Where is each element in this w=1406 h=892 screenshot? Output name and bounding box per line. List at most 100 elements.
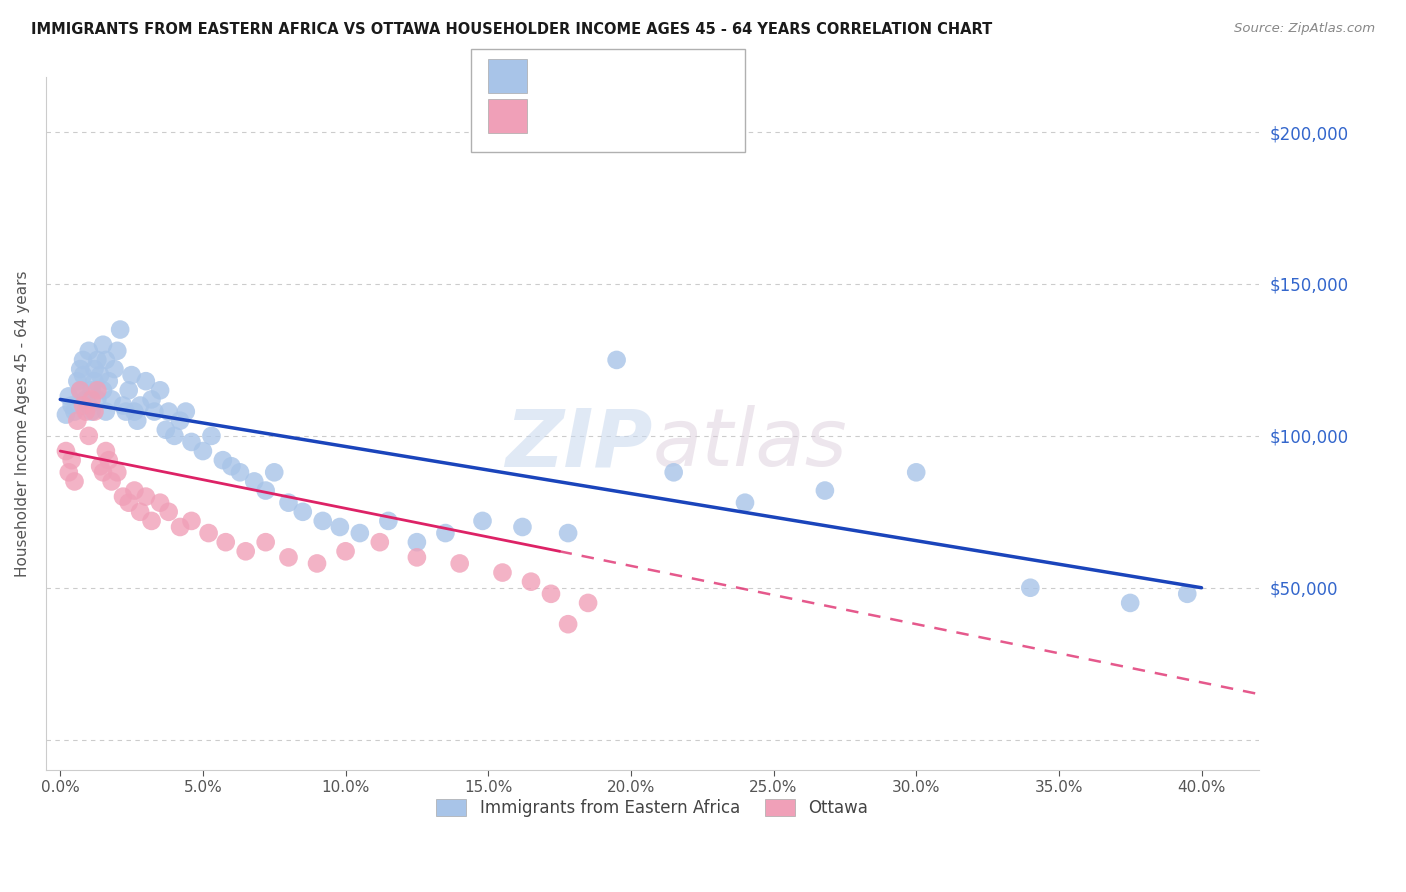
Point (111, 490, 134, 504)
Point (83, 362, 105, 376)
Point (91, 337, 114, 351)
Point (69, 384, 91, 398)
Point (75, 404, 97, 418)
Point (63, 475, 86, 489)
Point (215, 535, 238, 549)
Point (434, 526, 457, 541)
Point (83, 374, 105, 388)
Point (312, 514, 335, 528)
Point (111, 399, 134, 413)
Point (97, 453, 120, 467)
Text: -0.253: -0.253 (585, 107, 650, 125)
Point (105, 343, 128, 358)
Point (141, 514, 163, 528)
Point (129, 399, 152, 413)
Point (94, 353, 117, 368)
Point (406, 550, 429, 565)
Point (103, 362, 125, 376)
Point (60, 453, 83, 467)
Point (377, 514, 399, 528)
Point (77, 429, 100, 443)
Point (734, 496, 756, 510)
Point (63, 404, 86, 418)
Point (235, 544, 257, 558)
Point (576, 596, 599, 610)
Point (180, 434, 202, 449)
Point (86, 353, 108, 368)
Point (368, 535, 391, 549)
Point (557, 617, 579, 632)
Point (80, 404, 103, 418)
Point (471, 514, 494, 528)
Point (100, 475, 122, 489)
Point (180, 514, 202, 528)
Point (60, 399, 83, 413)
Point (55, 444, 77, 458)
Point (491, 566, 513, 580)
Text: -0.394: -0.394 (585, 67, 650, 85)
Point (149, 384, 172, 398)
Point (155, 423, 177, 437)
Point (174, 404, 197, 418)
Text: IMMIGRANTS FROM EASTERN AFRICA VS OTTAWA HOUSEHOLDER INCOME AGES 45 - 64 YEARS C: IMMIGRANTS FROM EASTERN AFRICA VS OTTAWA… (31, 22, 993, 37)
Point (169, 414, 191, 428)
Point (163, 429, 186, 443)
Point (89, 459, 111, 474)
Point (105, 466, 128, 480)
Point (277, 496, 299, 510)
Point (58, 466, 80, 480)
Point (69, 384, 91, 398)
Point (157, 404, 180, 418)
Point (520, 574, 543, 589)
Text: N =: N = (644, 107, 681, 125)
Point (129, 505, 152, 519)
Point (100, 392, 122, 407)
Y-axis label: Householder Income Ages 45 - 64 years: Householder Income Ages 45 - 64 years (15, 270, 30, 577)
Point (91, 384, 114, 398)
Text: ZIP: ZIP (505, 406, 652, 483)
Point (118, 496, 141, 510)
Point (121, 368, 143, 383)
Point (814, 483, 837, 498)
Text: N =: N = (644, 67, 681, 85)
Point (72, 353, 94, 368)
Point (77, 399, 100, 413)
Point (127, 414, 149, 428)
Point (94, 404, 117, 418)
Point (124, 404, 146, 418)
Point (135, 490, 157, 504)
Point (135, 374, 157, 388)
Text: 72: 72 (690, 67, 716, 85)
Point (229, 466, 252, 480)
Point (540, 587, 562, 601)
Point (329, 520, 352, 534)
Point (254, 535, 277, 549)
Point (277, 550, 299, 565)
Point (69, 362, 91, 376)
Point (169, 520, 191, 534)
Point (72, 399, 94, 413)
Point (91, 466, 114, 480)
Text: 43: 43 (690, 107, 716, 125)
Point (662, 466, 685, 480)
Point (83, 404, 105, 418)
Text: R =: R = (538, 67, 575, 85)
Point (449, 557, 471, 571)
Point (72, 368, 94, 383)
Point (606, 353, 628, 368)
Text: Source: ZipAtlas.com: Source: ZipAtlas.com (1234, 22, 1375, 36)
Point (557, 526, 579, 541)
Point (97, 374, 120, 388)
Point (243, 475, 266, 489)
Point (406, 535, 429, 549)
Point (94, 444, 117, 458)
Point (1019, 581, 1042, 595)
Point (141, 392, 163, 407)
Point (66, 374, 89, 388)
Point (254, 483, 277, 498)
Point (66, 414, 89, 428)
Point (512, 520, 534, 534)
Legend: Immigrants from Eastern Africa, Ottawa: Immigrants from Eastern Africa, Ottawa (430, 792, 875, 824)
Text: atlas: atlas (652, 406, 846, 483)
Point (115, 404, 138, 418)
